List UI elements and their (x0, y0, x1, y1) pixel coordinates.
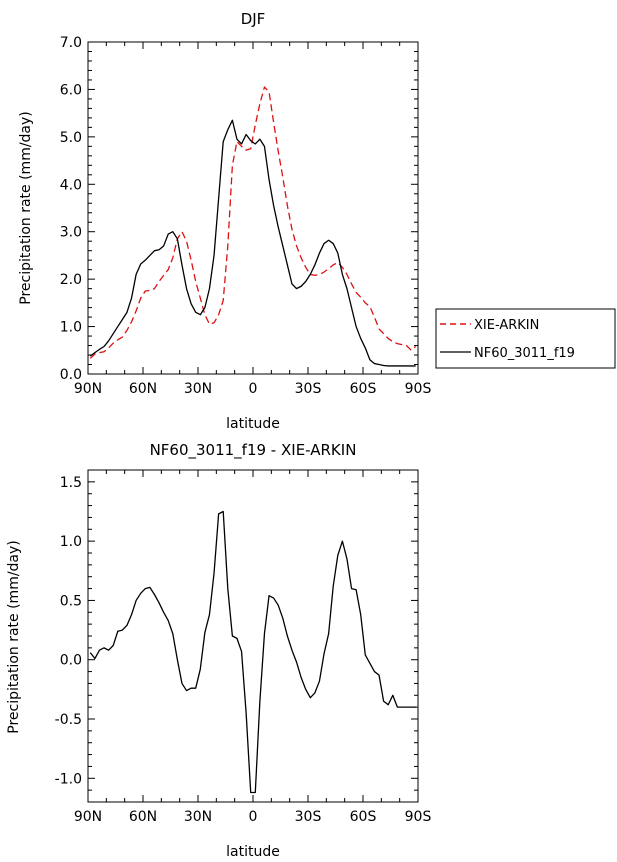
top-y-tick-label: 5.0 (60, 130, 82, 146)
bottom-chart: NF60_3011_f19 - XIE-ARKIN 90N 60N 30N 0 30S 6… (6, 441, 431, 860)
bottom-x-tick-label: 60S (350, 809, 377, 825)
top-x-tick-label: 90N (74, 381, 102, 397)
top-y-tick-label: 1.0 (60, 320, 82, 336)
bottom-x-tick-label: 30N (184, 809, 212, 825)
top-series-line-1 (89, 119, 416, 367)
top-y-tick-label: 2.0 (60, 272, 82, 288)
top-y-tick-label: 0.0 (60, 367, 82, 383)
top-plot-frame (87, 41, 419, 375)
bottom-chart-ylabel: Precipitation rate (mm/day) (6, 540, 22, 734)
bottom-y-tick-label: 0.5 (60, 593, 82, 609)
top-x-tick-label: 60N (129, 381, 157, 397)
top-y-tick-label: 4.0 (60, 177, 82, 193)
top-chart-axes: 90N 60N 30N 0 30S 60S 90S 0.0 1.0 2.0 3.0 4.0 5.0 6.0… (60, 35, 432, 397)
legend-label-xie-arkin: XIE-ARKIN (474, 318, 539, 333)
bottom-y-tick-label: 1.5 (60, 475, 82, 491)
top-series-line-0 (89, 86, 417, 359)
bottom-x-tick-label: 60N (129, 809, 157, 825)
bottom-x-tick-label: 30S (295, 809, 322, 825)
bottom-y-tick-label: -0.5 (55, 712, 82, 728)
legend-label-nf60: NF60_3011_f19 (474, 346, 575, 361)
bottom-y-tick-label: -1.0 (55, 771, 82, 787)
bottom-y-tick-label: 0.0 (60, 653, 82, 669)
top-chart-ylabel: Precipitation rate (mm/day) (18, 111, 34, 305)
bottom-x-tick-label: 90S (405, 809, 432, 825)
top-chart-series (89, 86, 417, 367)
top-x-tick-label: 0 (249, 381, 258, 397)
bottom-y-tick-label: 1.0 (60, 534, 82, 550)
top-chart: DJF 90N 60N 30N 0 30S 60S 90S 0.0 1.0 2.0 3.0 4.0 5.… (18, 10, 431, 432)
bottom-chart-axes: 90N 60N 30N 0 30S 60S 90S -1.0 -0.5 0.0 0.5 1.0 1.5 (55, 469, 432, 825)
bottom-series-line-0 (89, 510, 416, 794)
legend: XIE-ARKIN NF60_3011_f19 (435, 308, 616, 369)
top-x-tick-label: 30N (184, 381, 212, 397)
bottom-chart-series (89, 510, 416, 794)
bottom-plot-frame (87, 469, 419, 803)
top-chart-xlabel: latitude (226, 416, 280, 432)
top-y-tick-label: 7.0 (60, 35, 82, 51)
top-y-tick-label: 3.0 (60, 225, 82, 241)
bottom-chart-xlabel: latitude (226, 844, 280, 860)
top-x-tick-label: 60S (350, 381, 377, 397)
top-x-tick-label: 90S (405, 381, 432, 397)
bottom-x-tick-label: 0 (249, 809, 258, 825)
bottom-chart-title: NF60_3011_f19 - XIE-ARKIN (150, 441, 357, 460)
legend-box (435, 308, 616, 369)
bottom-x-tick-label: 90N (74, 809, 102, 825)
top-chart-title: DJF (241, 10, 266, 28)
top-y-tick-label: 6.0 (60, 82, 82, 98)
top-x-tick-label: 30S (295, 381, 322, 397)
